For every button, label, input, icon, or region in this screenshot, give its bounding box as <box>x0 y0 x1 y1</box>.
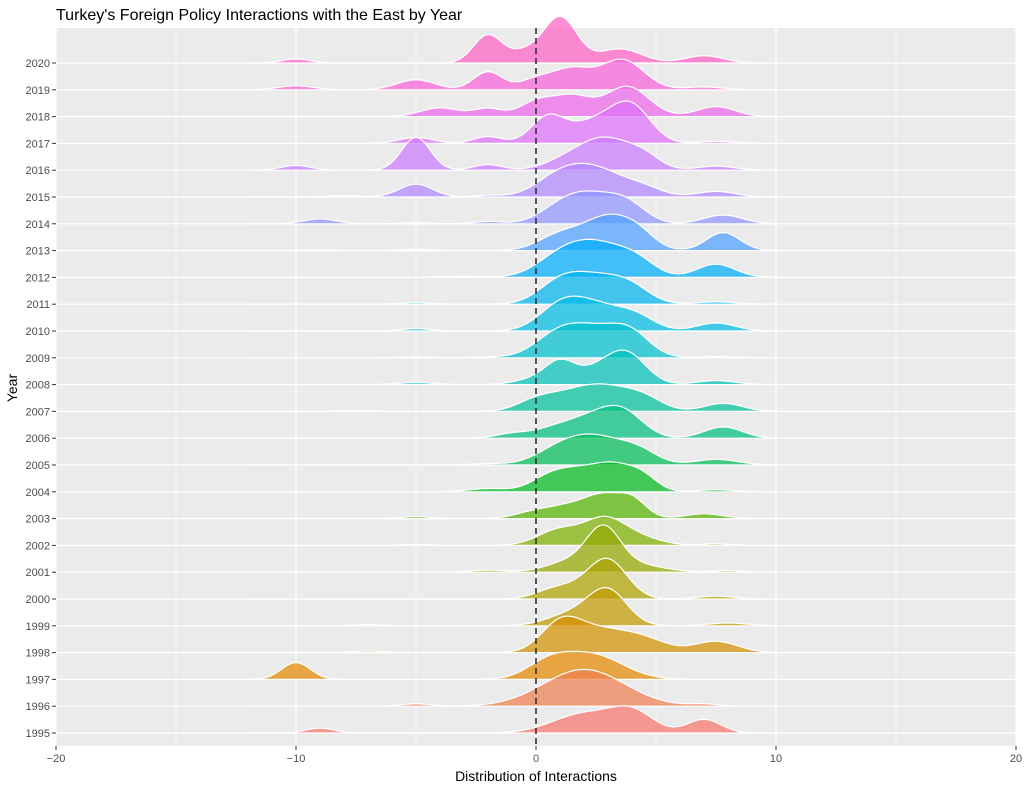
x-tick-label: 0 <box>533 753 539 765</box>
y-tick-label: 2018 <box>26 112 50 124</box>
ridge-2008 <box>248 349 776 386</box>
y-tick-label: 2004 <box>26 487 50 499</box>
ridge-2005 <box>248 433 777 466</box>
y-tick-label: 2005 <box>26 460 50 472</box>
y-tick-label: 2006 <box>26 433 50 445</box>
y-tick-label: 1996 <box>26 701 50 713</box>
y-tick-label: 2014 <box>26 219 50 231</box>
y-tick-label: 1998 <box>26 648 50 660</box>
ridge-1996 <box>248 668 776 707</box>
ridge-2002 <box>248 515 776 546</box>
y-axis-ticks: 1995 1996 1997 1998 1999 2000 2001 2002 2003 2004… <box>26 58 56 740</box>
y-tick-label: 2009 <box>26 353 50 365</box>
ridge-2018 <box>248 85 777 118</box>
y-tick-label: 2012 <box>26 272 50 284</box>
y-tick-label: 2002 <box>26 540 50 552</box>
ridge-2017 <box>248 100 776 144</box>
y-tick-label: 1999 <box>26 621 50 633</box>
ridge-2016 <box>248 136 776 171</box>
ridge-2000 <box>248 557 776 600</box>
chart-title: Turkey's Foreign Policy Interactions wit… <box>56 7 463 24</box>
y-tick-label: 2007 <box>26 406 50 418</box>
ridge-1997 <box>247 650 776 680</box>
y-tick-label: 2020 <box>26 58 50 70</box>
ridge-2011 <box>248 270 776 305</box>
ridge-2003 <box>248 492 776 520</box>
y-tick-label: 2019 <box>26 85 50 97</box>
ridge-2001 <box>248 524 776 573</box>
y-tick-label: 2015 <box>26 192 50 204</box>
ridge-2009 <box>248 322 776 359</box>
y-axis-label: Year <box>4 374 20 403</box>
ridge-2012 <box>248 238 777 278</box>
x-axis-ticks: −20 −10 0 10 20 <box>47 746 1022 765</box>
y-tick-label: 2016 <box>26 165 50 177</box>
y-tick-label: 2017 <box>26 138 50 150</box>
density-ridges <box>247 15 777 734</box>
ridge-1995 <box>248 705 776 734</box>
y-tick-label: 1997 <box>26 674 50 686</box>
x-tick-label: 20 <box>1010 753 1022 765</box>
y-tick-label: 1995 <box>26 728 50 740</box>
y-tick-label: 2013 <box>26 246 50 258</box>
ridge-2004 <box>248 461 776 493</box>
x-tick-label: 10 <box>770 753 782 765</box>
y-tick-label: 2003 <box>26 514 50 526</box>
x-axis-label: Distribution of Interactions <box>455 768 617 784</box>
ridge-2019 <box>247 58 776 91</box>
ridge-2020 <box>248 15 776 64</box>
ridge-2006 <box>248 404 777 439</box>
y-tick-label: 2008 <box>26 380 50 392</box>
y-tick-label: 2000 <box>26 594 50 606</box>
ridge-2010 <box>248 295 777 332</box>
ridge-1998 <box>248 615 777 654</box>
x-tick-label: −20 <box>47 753 66 765</box>
ridge-1999 <box>248 586 777 627</box>
y-tick-label: 2011 <box>26 299 50 311</box>
y-tick-label: 2001 <box>26 567 50 579</box>
ridge-2015 <box>248 162 777 198</box>
ridge-2013 <box>248 213 777 252</box>
y-tick-label: 2010 <box>26 326 50 338</box>
ridge-2007 <box>248 383 777 412</box>
x-tick-label: −10 <box>287 753 306 765</box>
ridge-2014 <box>248 190 777 225</box>
